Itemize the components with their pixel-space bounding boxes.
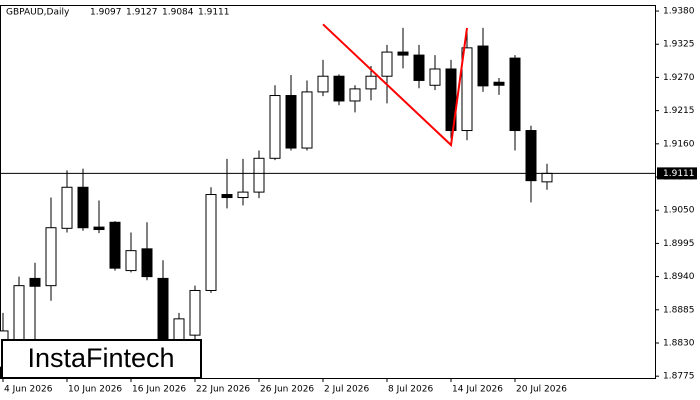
y-tick-label: 1.8995	[663, 239, 695, 249]
candle-body	[125, 250, 137, 272]
chart-title: GBPAUD,Daily	[6, 8, 70, 18]
y-tick-label: 1.8830	[663, 338, 695, 348]
y-tick-label: 1.8940	[663, 272, 695, 282]
candle-body	[333, 75, 345, 102]
candle-body	[493, 81, 505, 86]
y-tick-label: 1.9215	[663, 106, 695, 116]
candle-body	[77, 186, 89, 229]
candle-body	[189, 289, 201, 336]
candle-body	[349, 88, 361, 102]
logo: InstaFintech	[27, 343, 174, 373]
header-value: 1.9084	[162, 8, 194, 18]
candle-body	[253, 157, 265, 193]
candle-body	[109, 221, 121, 269]
candle-body	[61, 186, 73, 229]
candle-body	[237, 191, 249, 199]
candle-body	[365, 75, 377, 90]
candle-body	[461, 47, 473, 132]
price-label: 1.9111	[663, 169, 695, 179]
plot-frame	[0, 5, 656, 379]
x-tick-label: 20 Jul 2026	[516, 385, 567, 395]
candle-body	[29, 277, 41, 287]
candle-body	[445, 68, 457, 132]
candle-body	[45, 227, 57, 287]
x-tick-label: 22 Jun 2026	[196, 385, 250, 395]
candle-body	[301, 91, 313, 149]
x-tick-label: 10 Jun 2026	[68, 385, 122, 395]
candle-body	[269, 95, 281, 159]
candle-body	[397, 51, 409, 56]
x-tick-label: 16 Jun 2026	[132, 385, 186, 395]
y-tick-label: 1.9270	[663, 73, 695, 83]
candle-body	[477, 45, 489, 87]
price-label-box	[657, 167, 697, 180]
header-value: 1.9127	[126, 8, 158, 18]
candle-body	[93, 226, 105, 231]
candle-body	[429, 68, 441, 86]
header-value: 1.9111	[198, 8, 230, 18]
y-tick-label: 1.9050	[663, 206, 695, 216]
candle-body	[525, 130, 537, 182]
candle-body	[205, 194, 217, 291]
candle-body	[381, 51, 393, 77]
candle-body	[541, 172, 553, 183]
header-value: 1.9097	[90, 8, 122, 18]
candle-body	[413, 54, 425, 81]
x-tick-label: 14 Jul 2026	[452, 385, 503, 395]
y-tick-label: 1.9325	[663, 40, 695, 50]
y-tick-label: 1.8775	[663, 372, 695, 382]
plot	[0, 27, 553, 374]
y-tick-label: 1.9160	[663, 139, 695, 149]
y-tick-label: 1.9380	[663, 7, 695, 17]
candle-body	[141, 248, 153, 278]
x-tick-label: 4 Jun 2026	[4, 385, 53, 395]
candle-body	[509, 57, 521, 132]
candle-body	[317, 75, 329, 93]
candle-body	[221, 194, 233, 199]
pattern-line	[322, 23, 468, 148]
x-tick-label: 8 Jul 2026	[388, 385, 433, 395]
y-tick-label: 1.8885	[663, 305, 695, 315]
header-values: 1.9097 1.9127 1.9084 1.9111	[90, 8, 230, 18]
x-tick-label: 26 Jun 2026	[260, 385, 314, 395]
logo-box	[1, 339, 202, 379]
x-tick-label: 2 Jul 2026	[324, 385, 369, 395]
candle-body	[285, 95, 297, 149]
